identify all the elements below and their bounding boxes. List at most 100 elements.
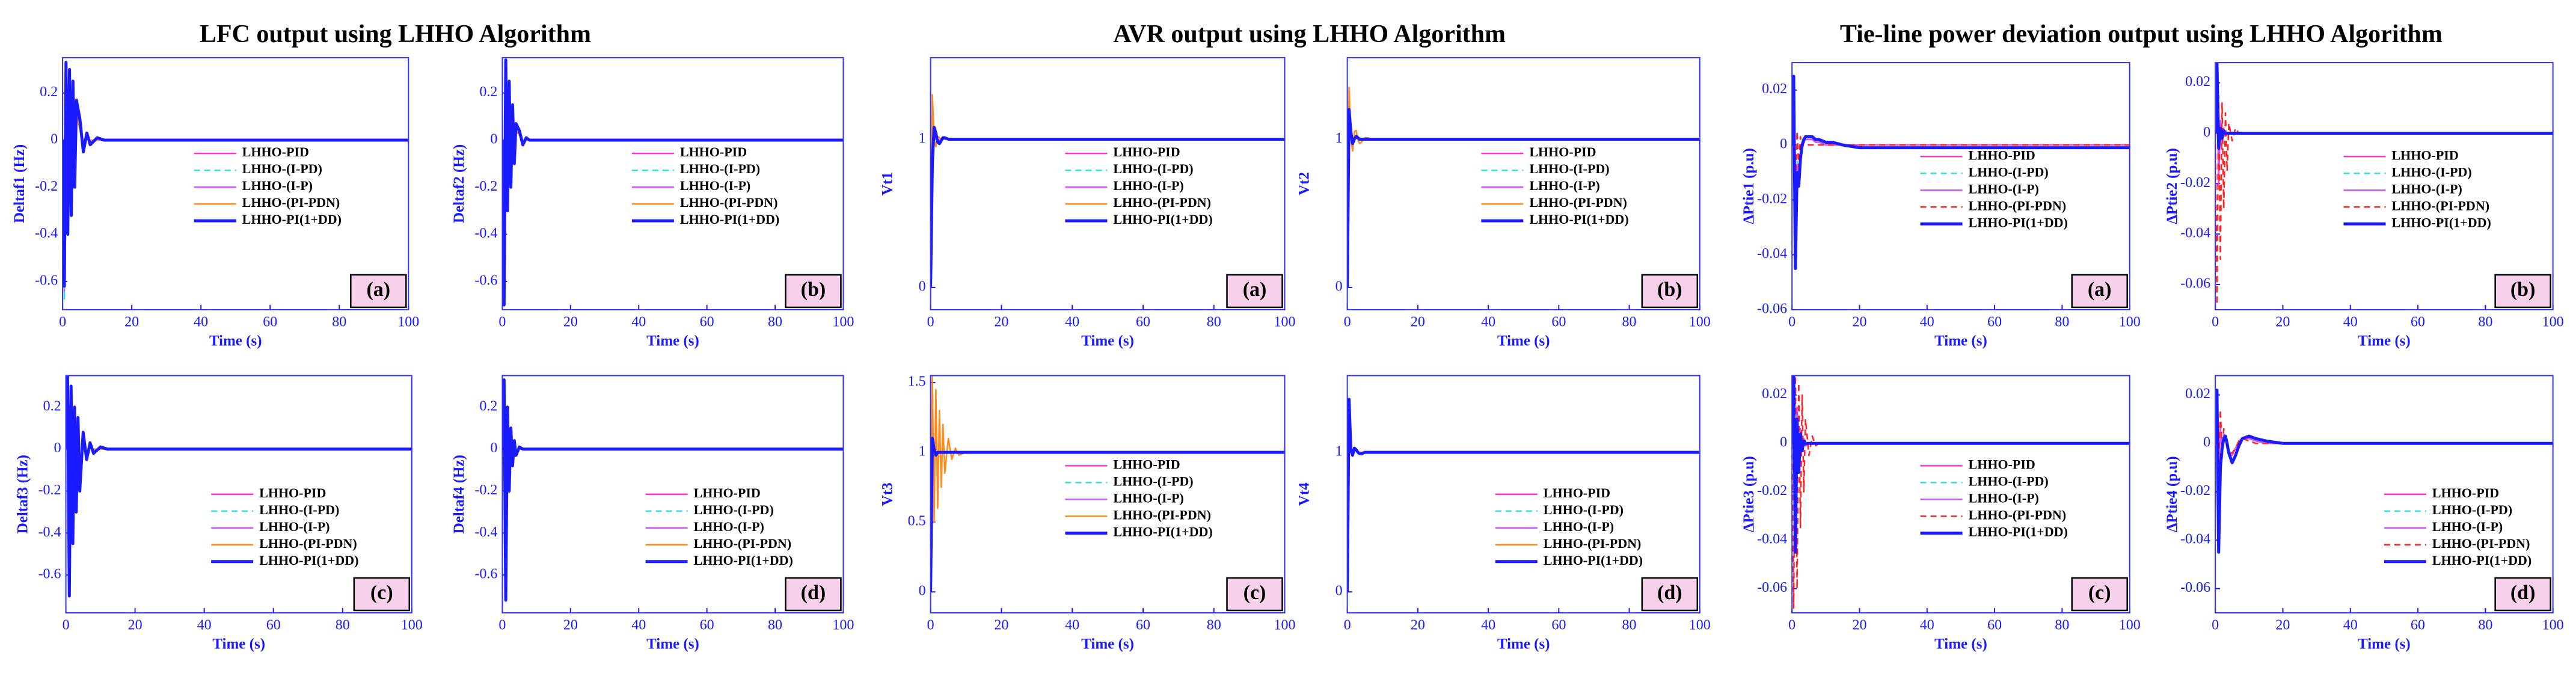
y-tick-label: 0	[1336, 583, 1343, 599]
legend-label: LHHO-PID	[694, 485, 761, 500]
y-tick-label: -0.4	[474, 226, 497, 241]
legend-label: LHHO-(I-P)	[1969, 181, 2039, 196]
y-tick-label: 0	[1780, 137, 1787, 152]
y-tick-label: 1	[919, 131, 926, 146]
y-tick-label: -0.04	[2180, 532, 2210, 547]
panel-label-box	[2494, 274, 2551, 309]
axes-frame	[2215, 62, 2554, 310]
y-tick-label: 0	[919, 278, 926, 294]
x-tick-label: 40	[197, 617, 212, 633]
series-line	[1792, 89, 2130, 236]
legend-label: LHHO-(I-PD)	[1969, 164, 2049, 179]
subplot: 0 20 40 60 80 100 -0.6 -0.4 -0.2 0 0.2 Time (s) Delt…	[11, 57, 419, 349]
x-tick-label: 60	[1987, 314, 2002, 330]
x-tick-label: 0	[927, 617, 934, 633]
subplot: 0 20 40 60 80 100 0 1 Time (s) Vt4 LHHO-PID LHHO-(I…	[1296, 375, 1711, 653]
y-tick-label: 0.2	[40, 84, 58, 100]
legend-label: LHHO-(I-P)	[2432, 519, 2503, 534]
legend-label: LHHO-PID	[1969, 456, 2035, 472]
x-tick-label: 20	[124, 314, 139, 330]
y-tick-label: 0	[2203, 124, 2210, 140]
x-tick-label: 100	[401, 617, 423, 633]
x-tick-label: 100	[832, 314, 854, 330]
x-tick-label: 100	[2542, 617, 2564, 633]
y-tick-label: -0.6	[38, 567, 61, 582]
panel-label-box	[350, 274, 407, 309]
subplot: 0 20 40 60 80 100 -0.06 -0.04 -0.02 0 0.02 Time (s)…	[2164, 62, 2564, 349]
legend-label: LHHO-(I-P)	[694, 519, 764, 534]
x-tick-label: 60	[700, 617, 714, 633]
series-line	[1792, 75, 2130, 270]
x-tick-label: 80	[1207, 314, 1221, 330]
legend-label: LHHO-PID	[242, 144, 309, 159]
subplot: 0 20 40 60 80 100 -0.6 -0.4 -0.2 0 0.2 Time (s) Delt…	[14, 375, 423, 653]
x-tick-label: 60	[2411, 314, 2425, 330]
subplot: 0 20 40 60 80 100 0 1 Time (s) Vt1 LHHO-PID LHHO-(I…	[879, 57, 1296, 349]
axes-frame	[501, 57, 844, 310]
y-tick-label: 0.2	[43, 398, 61, 414]
axes-frame	[501, 375, 844, 613]
x-axis-label: Time (s)	[209, 333, 262, 349]
x-tick-label: 100	[1274, 617, 1296, 633]
legend-label: LHHO-PI(1+DD)	[1969, 215, 2068, 230]
series-line	[1347, 108, 1700, 288]
x-tick-label: 0	[498, 314, 506, 330]
legend-label: LHHO-(PI-PDN)	[694, 536, 792, 551]
x-tick-label: 0	[1344, 314, 1351, 330]
x-tick-label: 60	[1551, 617, 1566, 633]
x-tick-label: 100	[1274, 314, 1296, 330]
x-tick-label: 0	[1788, 314, 1796, 330]
x-tick-label: 0	[1788, 617, 1796, 633]
y-tick-label: 0.2	[479, 84, 497, 100]
series-line	[930, 126, 1285, 288]
x-tick-label: 100	[2119, 617, 2141, 633]
panel-label: (b)	[2510, 278, 2536, 301]
legend-label: LHHO-PI(1+DD)	[680, 212, 779, 227]
y-tick-label: 0	[490, 440, 497, 456]
axes-frame	[1346, 57, 1700, 310]
legend-label: LHHO-PI(1+DD)	[259, 553, 358, 568]
legend-label: LHHO-PID	[1544, 485, 1610, 500]
legend-label: LHHO-PID	[680, 144, 747, 159]
legend-label: LHHO-PI(1+DD)	[694, 553, 793, 568]
series-group	[1792, 75, 2130, 270]
x-tick-label: 60	[263, 314, 277, 330]
legend-label: LHHO-PID	[2432, 485, 2499, 500]
x-tick-label: 40	[1481, 617, 1495, 633]
series-line	[502, 58, 844, 307]
x-tick-label: 80	[768, 617, 782, 633]
x-tick-label: 100	[2542, 314, 2564, 330]
subplot: 0 20 40 60 80 100 0 1 Time (s) Vt2 LHHO-PID LHHO-(I…	[1296, 57, 1711, 349]
x-tick-label: 0	[59, 314, 66, 330]
x-tick-label: 60	[2411, 617, 2425, 633]
plot-area	[1347, 57, 1700, 310]
x-tick-label: 20	[994, 617, 1008, 633]
series-group	[930, 375, 1285, 592]
axes-frame	[1791, 62, 2130, 310]
y-tick-label: 0	[919, 583, 926, 599]
series-group	[1347, 86, 1700, 288]
legend-label: LHHO-(PI-PDN)	[1969, 507, 2067, 522]
y-tick-label: 1	[919, 444, 926, 459]
x-tick-label: 40	[631, 314, 646, 330]
panel-label: (c)	[370, 582, 393, 604]
series-group	[930, 94, 1285, 288]
series-line	[66, 375, 412, 598]
panel-label-box	[2494, 577, 2551, 612]
panel-label: (d)	[1657, 582, 1682, 604]
x-tick-label: 40	[1920, 314, 1934, 330]
legend-label: LHHO-(I-PD)	[242, 161, 322, 176]
x-tick-label: 80	[2478, 314, 2492, 330]
y-tick-label: -0.2	[38, 482, 61, 498]
panel-label: (b)	[801, 278, 826, 301]
group-title: LFC output using LHHO Algorithm	[200, 20, 591, 48]
series-line	[2215, 63, 2553, 150]
panel-label-box	[1641, 274, 1699, 309]
x-tick-label: 20	[1852, 314, 1866, 330]
panel-label-box	[785, 274, 842, 309]
legend-label: LHHO-(I-PD)	[259, 502, 339, 517]
legend-label: LHHO-(I-PD)	[1113, 473, 1193, 488]
x-tick-label: 0	[1344, 617, 1351, 633]
